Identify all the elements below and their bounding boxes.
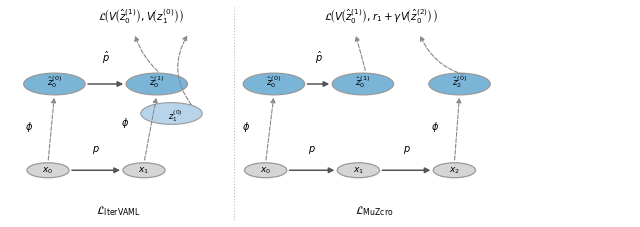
Ellipse shape — [24, 73, 85, 95]
Ellipse shape — [243, 73, 305, 95]
Text: $\mathcal{L}_{\mathrm{IterVAML}}$: $\mathcal{L}_{\mathrm{IterVAML}}$ — [96, 204, 141, 218]
Ellipse shape — [244, 163, 287, 178]
Text: $x_0$: $x_0$ — [260, 165, 271, 175]
Ellipse shape — [27, 163, 69, 178]
Ellipse shape — [433, 163, 476, 178]
Text: $\hat{z}_0^{(1)}$: $\hat{z}_0^{(1)}$ — [355, 74, 371, 89]
Ellipse shape — [126, 73, 188, 95]
Ellipse shape — [141, 103, 202, 124]
Text: $p$: $p$ — [403, 144, 410, 156]
Text: $\phi$: $\phi$ — [121, 116, 129, 130]
Text: $\hat{p}$: $\hat{p}$ — [314, 50, 323, 66]
Ellipse shape — [123, 163, 165, 178]
Text: $x_2$: $x_2$ — [449, 165, 460, 175]
Text: $x_1$: $x_1$ — [353, 165, 364, 175]
Text: $p$: $p$ — [92, 144, 100, 156]
Text: $\mathcal{L}\!\left(V\!\left(\hat{z}_0^{(1)}\right), r_1 + \gamma V\!\left(\hat{: $\mathcal{L}\!\left(V\!\left(\hat{z}_0^{… — [324, 7, 438, 25]
Ellipse shape — [337, 163, 380, 178]
Text: $\hat{p}$: $\hat{p}$ — [102, 50, 109, 66]
Text: $\hat{z}_0^{(0)}$: $\hat{z}_0^{(0)}$ — [47, 74, 62, 89]
Ellipse shape — [332, 73, 394, 95]
Text: $\hat{z}_0^{(1)}$: $\hat{z}_0^{(1)}$ — [149, 74, 164, 89]
Text: $z_1^{(0)}$: $z_1^{(0)}$ — [168, 108, 182, 123]
Text: $\mathcal{L}_{\mathrm{MuZcro}}$: $\mathcal{L}_{\mathrm{MuZcro}}$ — [355, 204, 394, 218]
Text: $\phi$: $\phi$ — [431, 120, 439, 134]
Text: $\phi$: $\phi$ — [25, 120, 33, 134]
Text: $x_0$: $x_0$ — [42, 165, 54, 175]
Text: $\mathcal{L}\!\left(V\!\left(\hat{z}_0^{(1)}\right), V\!\left(z_1^{(0)}\right)\r: $\mathcal{L}\!\left(V\!\left(\hat{z}_0^{… — [98, 7, 184, 25]
Text: $\hat{z}_0^{(0)}$: $\hat{z}_0^{(0)}$ — [266, 74, 282, 89]
Ellipse shape — [429, 73, 490, 95]
Text: $p$: $p$ — [308, 144, 316, 156]
Text: $\hat{z}_2^{(0)}$: $\hat{z}_2^{(0)}$ — [452, 74, 467, 89]
Text: $x_1$: $x_1$ — [138, 165, 150, 175]
Text: $\phi$: $\phi$ — [243, 120, 250, 134]
